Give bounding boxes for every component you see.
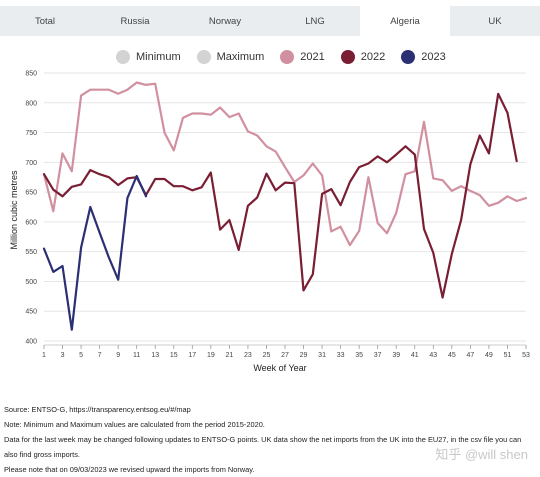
y-tick-label-850: 850	[25, 71, 37, 78]
y-axis-ticks: 400 450 500 550 600 650 700 750 800 850	[25, 71, 37, 346]
source-note: Source: ENTSO-G, https://transparency.en…	[4, 405, 191, 414]
x-tick-label-37: 37	[374, 352, 382, 359]
x-tick-label-15: 15	[170, 352, 178, 359]
y-tick-label-550: 550	[25, 249, 37, 256]
x-tick-label-31: 31	[318, 352, 326, 359]
region-tabs: Total Russia Norway LNG Algeria UK	[0, 6, 540, 36]
x-tick-label-41: 41	[411, 352, 419, 359]
tab-russia[interactable]: Russia	[120, 15, 150, 27]
y-tick-label-500: 500	[25, 279, 37, 286]
y-tick-label-400: 400	[25, 339, 37, 346]
x-tick-label-5: 5	[79, 352, 83, 359]
tab-uk[interactable]: UK	[488, 15, 502, 27]
y-tick-label-650: 650	[25, 190, 37, 197]
y-tick-label-800: 800	[25, 100, 37, 107]
legend-item-minimum[interactable]: Minimum	[116, 50, 181, 64]
tab-norway[interactable]: Norway	[208, 15, 242, 27]
x-tick-label-29: 29	[300, 352, 308, 359]
legend-swatch-2023	[401, 50, 416, 64]
gross-imports-note: also find gross imports.	[4, 450, 80, 459]
legend-label-2021: 2021	[300, 51, 325, 63]
x-tick-label-33: 33	[337, 352, 345, 359]
x-tick-label-43: 43	[429, 352, 437, 359]
x-tick-label-35: 35	[355, 352, 363, 359]
x-tick-label-27: 27	[281, 352, 289, 359]
legend-swatch-maximum	[196, 50, 211, 64]
y-tick-label-450: 450	[25, 309, 37, 316]
series-line-2022[interactable]	[42, 92, 518, 299]
x-tick-label-11: 11	[133, 352, 140, 359]
x-tick-label-19: 19	[207, 352, 215, 359]
legend-label-2022: 2022	[360, 51, 386, 63]
x-tick-label-9: 9	[116, 352, 120, 359]
x-tick-label-51: 51	[504, 352, 512, 359]
watermark-text: 知乎 @will shen	[435, 447, 528, 462]
legend-item-maximum[interactable]: Maximum	[196, 50, 265, 64]
chart-legend: Minimum Maximum 2021 2022 2023	[116, 50, 462, 64]
x-tick-label-3: 3	[61, 352, 65, 359]
x-axis-label: Week of Year	[253, 363, 306, 373]
x-tick-label-53: 53	[522, 352, 530, 359]
legend-item-2023[interactable]: 2023	[401, 50, 446, 64]
x-tick-label-25: 25	[263, 352, 271, 359]
legend-label-minimum: Minimum	[136, 51, 181, 63]
series-line-2023[interactable]	[42, 174, 148, 331]
chart-notes: Source: ENTSO-G, https://transparency.en…	[4, 402, 538, 477]
y-tick-label-600: 600	[25, 219, 37, 226]
x-tick-label-17: 17	[188, 352, 196, 359]
legend-item-2021[interactable]: 2021	[280, 50, 325, 64]
series-line-2021[interactable]	[42, 81, 528, 247]
y-axis-label: Million cubic metres	[9, 170, 19, 250]
x-tick-label-39: 39	[392, 352, 400, 359]
x-axis-ticks: 1 3 5 7 9 11 13 15 17 19 21 23 25 27 29 31 33 35 37 39 41 43 4…	[42, 344, 530, 359]
chart-grid	[44, 72, 526, 342]
y-tick-label-750: 750	[25, 130, 37, 137]
update-note: Data for the last week may be changed fo…	[4, 435, 522, 444]
x-tick-label-21: 21	[225, 352, 233, 359]
tab-total[interactable]: Total	[34, 15, 56, 27]
revision-note: Please note that on 09/03/2023 we revise…	[4, 465, 255, 474]
x-tick-label-1: 1	[42, 352, 46, 359]
chart-series	[42, 81, 528, 331]
x-tick-label-47: 47	[466, 352, 474, 359]
x-tick-label-49: 49	[485, 352, 493, 359]
tab-algeria[interactable]: Algeria	[360, 6, 450, 36]
x-tick-label-23: 23	[244, 352, 252, 359]
legend-swatch-2021	[280, 50, 295, 64]
legend-label-maximum: Maximum	[216, 51, 265, 63]
y-tick-label-700: 700	[25, 160, 37, 167]
legend-item-2022[interactable]: 2022	[340, 50, 386, 64]
x-tick-label-45: 45	[448, 352, 456, 359]
legend-label-2023: 2023	[421, 51, 446, 63]
tab-lng[interactable]: LNG	[305, 15, 325, 27]
legend-swatch-minimum	[116, 50, 130, 64]
x-tick-label-13: 13	[151, 352, 159, 359]
legend-swatch-2022	[340, 50, 355, 64]
x-tick-label-7: 7	[98, 352, 102, 359]
minmax-note: Note: Minimum and Maximum values are cal…	[4, 420, 265, 429]
